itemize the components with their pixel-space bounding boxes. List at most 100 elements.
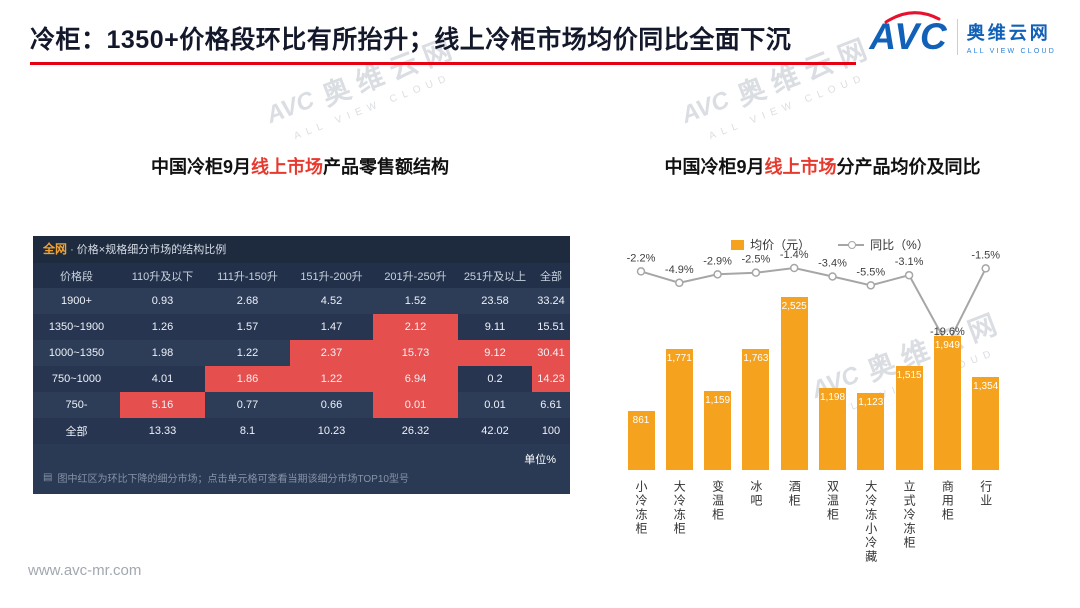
note-text: 图中红区为环比下降的细分市场；点击单元格可查看当期该细分市场TOP10型号	[57, 474, 409, 485]
row-label: 1900+	[61, 295, 92, 307]
table-cell[interactable]: 10.23	[317, 425, 346, 437]
table-cell-declining[interactable]: 1.86	[205, 366, 290, 392]
table-cell[interactable]: 100	[541, 425, 561, 437]
yoy-value-label: -4.9%	[665, 264, 694, 276]
table-cell[interactable]: 6.61	[540, 399, 562, 411]
avg-price-bar	[780, 297, 808, 470]
yoy-line-marker	[636, 267, 646, 276]
table-cell-declining[interactable]: 1.22	[290, 366, 373, 392]
x-axis-category-label: 立式冷冻柜	[902, 480, 917, 550]
column-header: 价格段	[33, 263, 120, 288]
structure-table: 价格段 110升及以下 111升-150升 151升-200升 201升-250升 251…	[33, 263, 570, 444]
table-cell[interactable]: 1.22	[236, 347, 259, 359]
table-cell[interactable]: 0.01	[484, 399, 506, 411]
table-cell[interactable]: 0.77	[236, 399, 259, 411]
table-row: 750- 5.16 0.77 0.66 0.01 0.01 6.61	[33, 392, 570, 418]
table-cell[interactable]: 42.02	[481, 425, 509, 437]
table-cell[interactable]: 4.52	[320, 295, 343, 307]
avg-price-bar	[627, 411, 655, 470]
x-axis-category-label: 变温柜	[710, 480, 725, 522]
yoy-line-marker	[904, 270, 914, 280]
bar-value-label: 1,354	[973, 381, 999, 393]
table-cell[interactable]: 1.98	[151, 347, 174, 359]
chart-legend: 均价（元） 同比（%）	[588, 236, 1072, 253]
x-axis-category-label: 小冷冻柜	[634, 480, 648, 536]
bar-swatch-icon	[731, 239, 745, 250]
table-cell[interactable]: 4.01	[151, 373, 174, 385]
x-axis-category-label: 酒柜	[787, 480, 802, 508]
table-cell[interactable]: 1.52	[404, 295, 427, 307]
watermark-en: ALL VIEW CLOUD	[292, 71, 453, 143]
row-label: 750~1000	[51, 373, 102, 385]
table-cell[interactable]: 33.24	[537, 295, 565, 307]
table-note: ▤ 图中红区为环比下降的细分市场；点击单元格可查看当期该细分市场TOP10型号	[33, 467, 570, 494]
table-row: 750~1000 4.01 1.86 1.22 6.94 0.2 14.23	[33, 366, 570, 392]
table-cell[interactable]: 2.68	[236, 295, 259, 307]
table-cell[interactable]: 23.58	[481, 295, 509, 307]
table-cell-declining[interactable]: 14.23	[532, 366, 570, 392]
table-card-title-rest: · 价格×规格细分市场的结构比例	[67, 244, 227, 256]
column-header: 251升及以上	[458, 263, 532, 288]
table-cell[interactable]: 13.33	[148, 425, 177, 437]
table-cell-declining[interactable]: 30.41	[532, 340, 570, 366]
table-cell[interactable]: 0.66	[320, 399, 343, 411]
column-header: 201升-250升	[373, 263, 458, 288]
legend-item-avg-price: 均价（元）	[731, 236, 810, 253]
table-cell-declining[interactable]: 2.12	[373, 314, 458, 340]
table-cell[interactable]: 15.51	[537, 321, 565, 333]
yoy-value-label: -1.4%	[780, 249, 809, 261]
title-part: 线上市场	[251, 157, 323, 177]
logo-cn-text: 奥维云网	[966, 23, 1051, 43]
line-swatch-icon	[838, 240, 865, 249]
table-row: 1900+ 0.93 2.68 4.52 1.52 23.58 33.24	[33, 288, 570, 314]
avg-price-bar	[857, 393, 885, 470]
x-axis-category-label: 双温柜	[825, 480, 840, 522]
yoy-value-label: -3.4%	[818, 257, 847, 269]
table-cell-declining[interactable]: 6.94	[373, 366, 458, 392]
note-icon: ▤	[43, 472, 53, 483]
x-axis-category-label: 行业	[978, 480, 993, 508]
row-label: 1350~1900	[48, 321, 105, 333]
bar-value-label: 1,159	[705, 394, 731, 406]
bar-value-label: 1,771	[666, 352, 692, 364]
yoy-value-label: -1.5%	[971, 249, 1000, 261]
table-header-row: 价格段 110升及以下 111升-150升 151升-200升 201升-250升 251…	[33, 263, 570, 288]
table-cell-declining[interactable]: 5.16	[120, 392, 205, 418]
table-row: 1350~1900 1.26 1.57 1.47 2.12 9.11 15.51	[33, 314, 570, 340]
page-title: 冷柜：1350+价格段环比有所抬升；线上冷柜市场均价同比全面下沉	[30, 26, 792, 54]
logo-brand-text: AVC	[869, 16, 948, 57]
yoy-value-label: -19.6%	[930, 326, 965, 338]
table-cell[interactable]: 8.1	[239, 425, 256, 437]
x-axis-category-label: 冰吧	[748, 480, 763, 508]
yoy-line-marker	[675, 278, 684, 288]
structure-table-card: 全网 · 价格×规格细分市场的结构比例 价格段 110升及以下 111升-150升 1…	[33, 236, 570, 494]
title-part: 分产品均价及同比	[836, 157, 981, 177]
table-card-title-highlight: 全网	[43, 242, 68, 256]
column-header: 全部	[532, 263, 570, 288]
yoy-value-label: -3.1%	[895, 256, 924, 268]
watermark-en: ALL VIEW CLOUD	[707, 71, 868, 143]
unit-label: 单位%	[524, 454, 556, 466]
table-cell[interactable]: 1.26	[151, 321, 174, 333]
avg-price-bar	[665, 348, 693, 470]
bar-value-label: 1,198	[819, 391, 846, 403]
x-axis-category-label: 商用柜	[940, 480, 955, 522]
title-part: 中国冷柜9月	[664, 157, 765, 177]
table-cell[interactable]: 9.11	[484, 321, 506, 333]
watermark-brand: AVC	[677, 86, 734, 129]
table-cell-declining[interactable]: 9.12	[458, 340, 532, 366]
yoy-line-marker	[866, 281, 876, 290]
table-cell[interactable]: 26.32	[401, 425, 430, 437]
table-cell[interactable]: 0.2	[487, 373, 503, 385]
table-cell[interactable]: 0.93	[151, 295, 174, 307]
table-cell-declining[interactable]: 15.73	[373, 340, 458, 366]
table-cell-declining[interactable]: 2.37	[290, 340, 373, 366]
footer-url: www.avc-mr.com	[28, 562, 142, 579]
yoy-value-label: -2.2%	[627, 252, 656, 264]
table-cell-declining[interactable]: 0.01	[373, 392, 458, 418]
table-cell[interactable]: 1.47	[320, 321, 343, 333]
table-card-title: 全网 · 价格×规格细分市场的结构比例	[33, 236, 570, 263]
table-row: 1000~1350 1.98 1.22 2.37 15.73 9.12 30.41	[33, 340, 570, 366]
table-cell[interactable]: 1.57	[236, 321, 259, 333]
